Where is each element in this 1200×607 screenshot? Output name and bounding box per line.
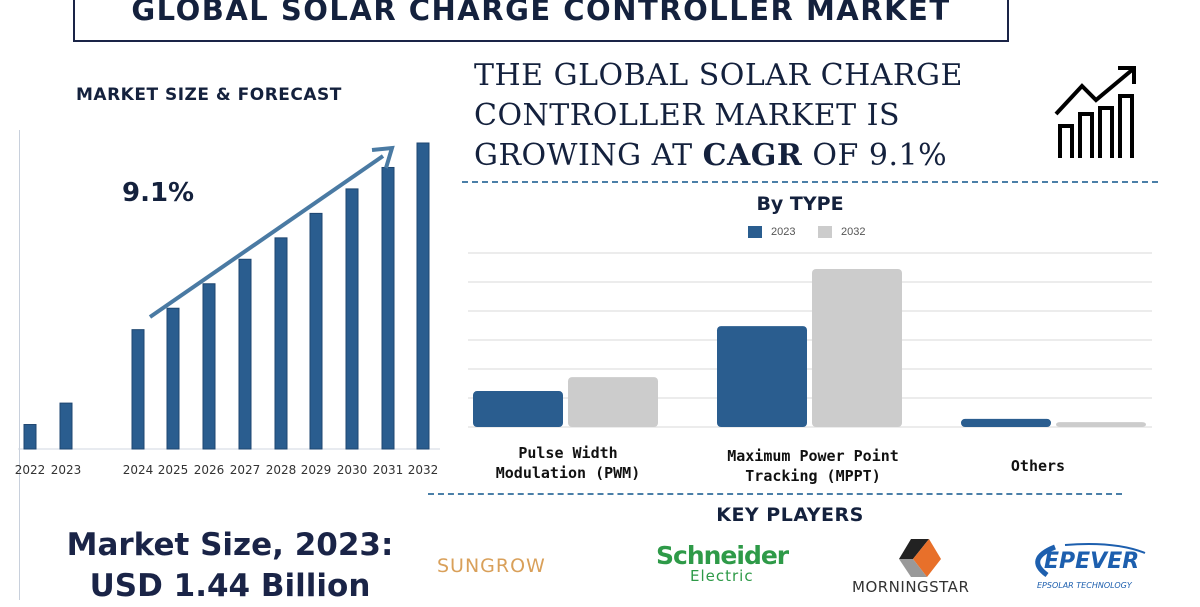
headline-cagr: CAGR (702, 138, 803, 173)
schneider-logo-sub: Electric (690, 567, 754, 585)
bar (345, 188, 359, 450)
x-tick-label: 2029 (301, 463, 332, 477)
bar (416, 142, 430, 450)
divider (428, 493, 1122, 495)
legend-item: 2023 (748, 226, 795, 238)
bar (131, 329, 145, 450)
category-label: Pulse Width Modulation (PWM) (495, 444, 641, 482)
bar (381, 166, 395, 450)
cagr-annotation: 9.1% (122, 178, 195, 208)
legend-swatch (818, 226, 832, 238)
epever-tagline: EPSOLAR TECHNOLOGY (1037, 581, 1132, 590)
bar (202, 283, 216, 450)
x-tick-label: 2027 (230, 463, 261, 477)
bar (166, 307, 180, 450)
morningstar-icon (899, 539, 941, 577)
legend-label: 2023 (771, 226, 796, 238)
title-box: GLOBAL SOLAR CHARGE CONTROLLER MARKET (73, 0, 1009, 42)
divider (19, 130, 20, 600)
bar-2023 (961, 418, 1051, 427)
x-tick-label: 2025 (158, 463, 189, 477)
legend-item: 2032 (818, 226, 865, 238)
type-chart (468, 252, 1152, 428)
forecast-heading: MARKET SIZE & FORECAST (76, 85, 342, 105)
headline-line: THE GLOBAL SOLAR CHARGE (474, 58, 963, 93)
epever-swoosh-icon (1035, 543, 1146, 578)
forecast-chart: 2022 2023 2024 2025 2026 2027 2028 2029 2030 2031… (15, 142, 440, 477)
bar-2032 (812, 268, 902, 427)
category-label: Maximum Power Point Tracking (MPPT) (727, 447, 899, 485)
bar (23, 424, 37, 450)
legend-label: 2032 (841, 226, 866, 238)
schneider-logo: Schneider (656, 541, 789, 570)
bar-2032 (568, 377, 658, 427)
x-tick-label: 2030 (337, 463, 368, 477)
morningstar-logo: MORNINGSTAR (852, 578, 970, 596)
category-label: Others (1010, 457, 1066, 475)
divider (462, 181, 1158, 183)
market-size: Market Size, 2023: USD 1.44 Billion (66, 527, 394, 604)
trend-arrow-head (371, 145, 395, 169)
x-tick-label: 2028 (266, 463, 297, 477)
key-players-heading: KEY PLAYERS (716, 504, 864, 526)
bar (309, 212, 323, 450)
headline-line: OF 9.1% (802, 138, 948, 173)
bar (59, 402, 73, 450)
bar-2032 (1056, 422, 1146, 427)
x-tick-label: 2023 (51, 463, 82, 477)
page-title: GLOBAL SOLAR CHARGE CONTROLLER MARKET (131, 0, 951, 27)
bar-2023 (717, 326, 807, 427)
bar-2023 (473, 391, 563, 427)
sungrow-logo: SUNGROW (437, 555, 546, 577)
x-tick-label: 2022 (15, 463, 46, 477)
legend-swatch (748, 226, 762, 238)
x-tick-label: 2031 (373, 463, 404, 477)
headline-line: CONTROLLER MARKET IS (474, 98, 901, 133)
bar (238, 258, 252, 450)
bar (274, 237, 288, 450)
x-tick-label: 2024 (123, 463, 154, 477)
type-chart-title: By TYPE (756, 193, 844, 215)
epever-logo: EPEVER (1044, 549, 1140, 574)
headline-line: GROWING AT (474, 138, 703, 173)
trend-arrow (148, 154, 385, 319)
x-tick-label: 2026 (194, 463, 225, 477)
x-tick-label: 2032 (408, 463, 439, 477)
growth-chart-icon (1054, 66, 1136, 158)
headline: THE GLOBAL SOLAR CHARGE CONTROLLER MARKE… (474, 56, 963, 176)
